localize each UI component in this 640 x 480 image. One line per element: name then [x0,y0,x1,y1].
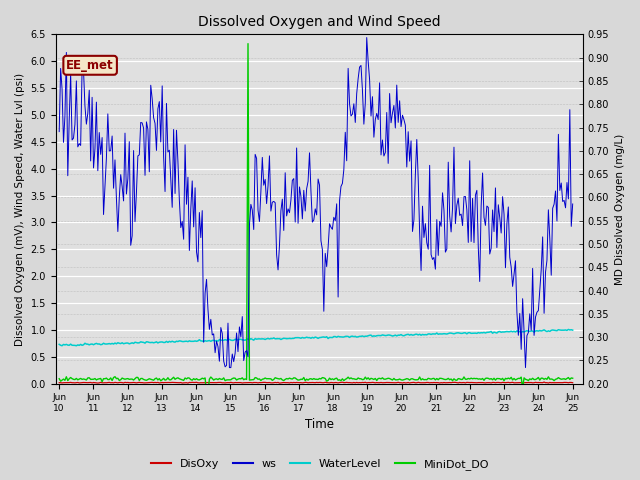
Y-axis label: MD Dissolved Oxygen (mg/L): MD Dissolved Oxygen (mg/L) [615,133,625,285]
Title: Dissolved Oxygen and Wind Speed: Dissolved Oxygen and Wind Speed [198,15,441,29]
Legend: DisOxy, ws, WaterLevel, MiniDot_DO: DisOxy, ws, WaterLevel, MiniDot_DO [147,455,493,474]
Text: EE_met: EE_met [67,59,114,72]
X-axis label: Time: Time [305,419,334,432]
Y-axis label: Dissolved Oxygen (mV), Wind Speed, Water Lvl (psi): Dissolved Oxygen (mV), Wind Speed, Water… [15,72,25,346]
